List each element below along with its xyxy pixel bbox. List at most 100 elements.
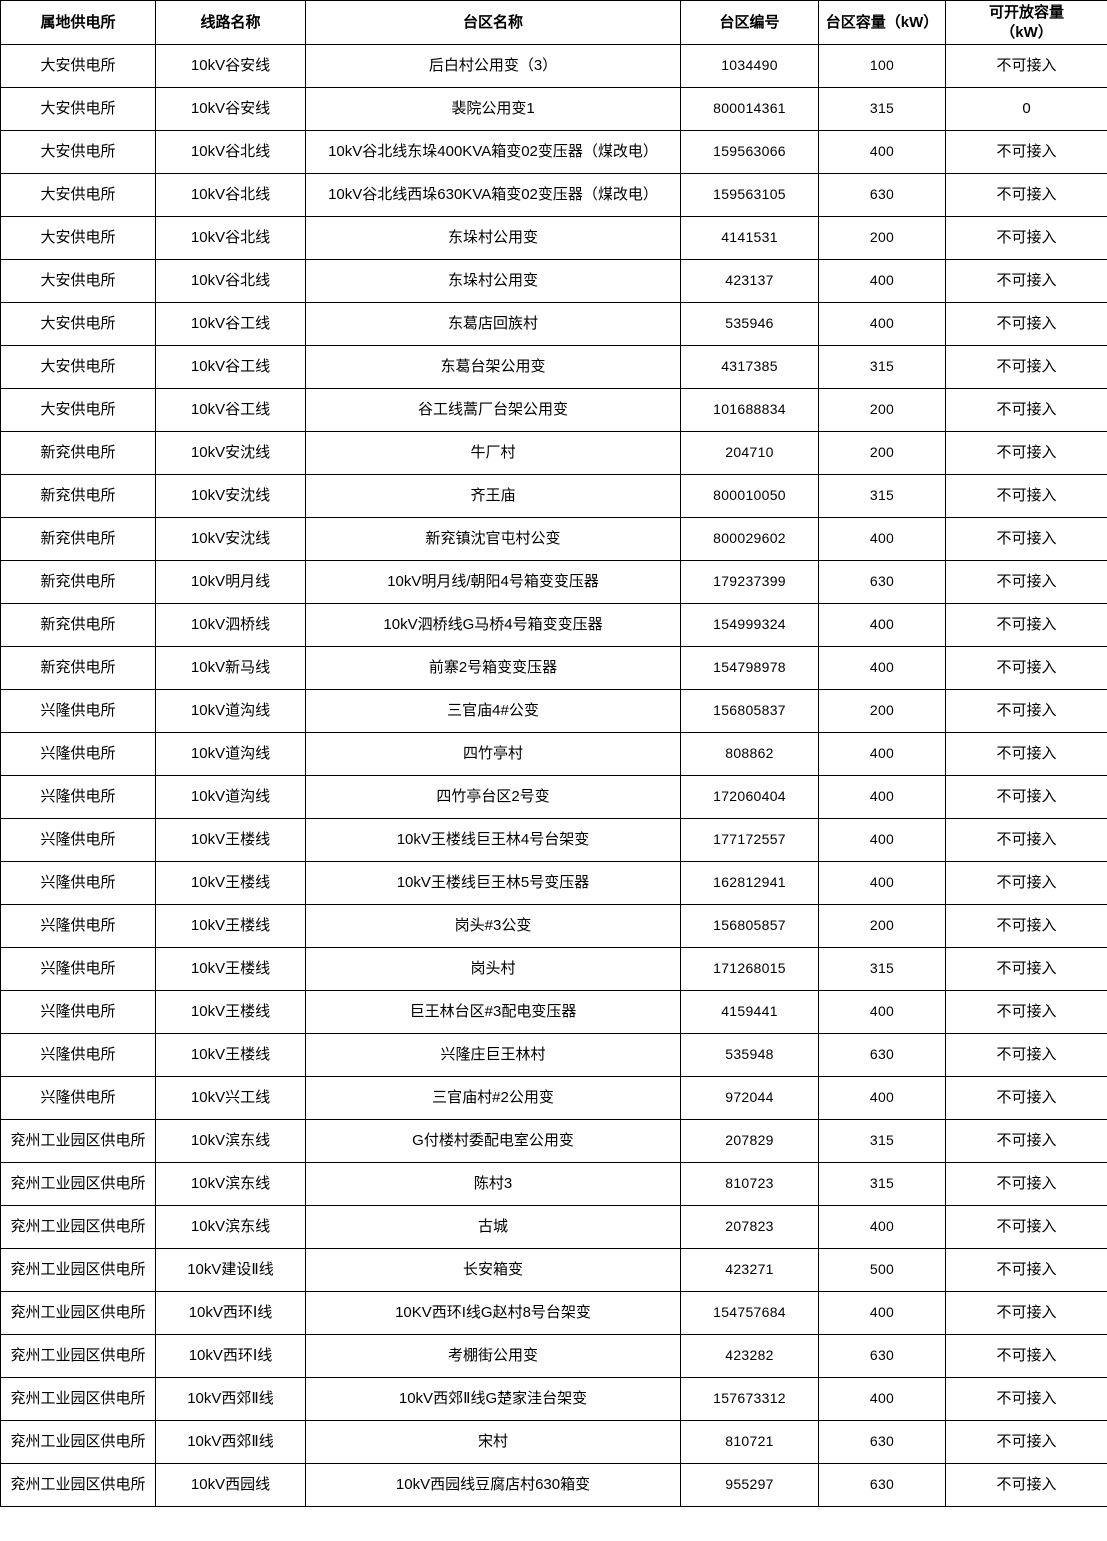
cell-area_id: 156805837 bbox=[680, 689, 819, 733]
cell-area_id: 4317385 bbox=[680, 345, 819, 389]
cell-capacity_kw: 500 bbox=[818, 1248, 946, 1292]
cell-station: 新兖供电所 bbox=[0, 560, 156, 604]
cell-capacity_kw: 200 bbox=[818, 904, 946, 948]
cell-area_name: 10KV西环I线G赵村8号台架变 bbox=[305, 1291, 681, 1335]
cell-capacity_kw: 400 bbox=[818, 990, 946, 1034]
cell-station: 兖州工业园区供电所 bbox=[0, 1334, 156, 1378]
cell-area_id: 159563066 bbox=[680, 130, 819, 174]
cell-area_id: 179237399 bbox=[680, 560, 819, 604]
cell-capacity_kw: 315 bbox=[818, 345, 946, 389]
table-header: 属地供电所 线路名称 台区名称 台区编号 台区容量（kW） 可开放容量 （kW） bbox=[0, 0, 1107, 45]
cell-line: 10kV泗桥线 bbox=[155, 603, 306, 647]
cell-area_name: 10kV西园线豆腐店村630箱变 bbox=[305, 1463, 681, 1507]
table-row: 兴隆供电所 10kV道沟线 四竹亭村 808862 400 不可接入 bbox=[0, 732, 1107, 776]
cell-area_id: 154757684 bbox=[680, 1291, 819, 1335]
table-row: 兖州工业园区供电所 10kV西环Ⅰ线 考棚街公用变 423282 630 不可接入 bbox=[0, 1334, 1107, 1378]
cell-area_id: 800010050 bbox=[680, 474, 819, 518]
cell-line: 10kV安沈线 bbox=[155, 474, 306, 518]
cell-station: 大安供电所 bbox=[0, 130, 156, 174]
cell-area_name: 10kV谷北线东垛400KVA箱变02变压器（煤改电） bbox=[305, 130, 681, 174]
cell-area_id: 423282 bbox=[680, 1334, 819, 1378]
cell-area_id: 4159441 bbox=[680, 990, 819, 1034]
cell-area_id: 204710 bbox=[680, 431, 819, 475]
cell-station: 兖州工业园区供电所 bbox=[0, 1205, 156, 1249]
cell-line: 10kV道沟线 bbox=[155, 775, 306, 819]
cell-open_capacity_kw: 不可接入 bbox=[945, 1334, 1107, 1378]
cell-open_capacity_kw: 不可接入 bbox=[945, 517, 1107, 561]
cell-station: 兴隆供电所 bbox=[0, 818, 156, 862]
cell-area_id: 157673312 bbox=[680, 1377, 819, 1421]
cell-open_capacity_kw: 不可接入 bbox=[945, 474, 1107, 518]
cell-line: 10kV道沟线 bbox=[155, 732, 306, 776]
cell-area_id: 535946 bbox=[680, 302, 819, 346]
header-station: 属地供电所 bbox=[0, 0, 156, 45]
cell-capacity_kw: 200 bbox=[818, 431, 946, 475]
cell-open_capacity_kw: 不可接入 bbox=[945, 130, 1107, 174]
cell-station: 大安供电所 bbox=[0, 87, 156, 131]
cell-area_id: 4141531 bbox=[680, 216, 819, 260]
cell-area_id: 810723 bbox=[680, 1162, 819, 1206]
cell-station: 大安供电所 bbox=[0, 302, 156, 346]
cell-station: 兴隆供电所 bbox=[0, 689, 156, 733]
table-row: 大安供电所 10kV谷北线 10kV谷北线西垛630KVA箱变02变压器（煤改电） 1… bbox=[0, 173, 1107, 217]
cell-open_capacity_kw: 不可接入 bbox=[945, 1420, 1107, 1464]
cell-area_name: 10kV明月线/朝阳4号箱变变压器 bbox=[305, 560, 681, 604]
cell-line: 10kV西郊Ⅱ线 bbox=[155, 1420, 306, 1464]
cell-capacity_kw: 315 bbox=[818, 1162, 946, 1206]
cell-area_id: 172060404 bbox=[680, 775, 819, 819]
cell-capacity_kw: 400 bbox=[818, 646, 946, 690]
cell-capacity_kw: 400 bbox=[818, 603, 946, 647]
table-body: 大安供电所 10kV谷安线 后白村公用变（3） 1034490 100 不可接入 大安供电所… bbox=[0, 44, 1107, 1507]
cell-capacity_kw: 400 bbox=[818, 259, 946, 303]
cell-capacity_kw: 400 bbox=[818, 302, 946, 346]
cell-area_name: 后白村公用变（3） bbox=[305, 44, 681, 88]
cell-station: 新兖供电所 bbox=[0, 517, 156, 561]
cell-line: 10kV滨东线 bbox=[155, 1162, 306, 1206]
cell-line: 10kV谷安线 bbox=[155, 87, 306, 131]
cell-area_id: 955297 bbox=[680, 1463, 819, 1507]
table-row: 大安供电所 10kV谷北线 10kV谷北线东垛400KVA箱变02变压器（煤改电） 1… bbox=[0, 130, 1107, 174]
cell-station: 兖州工业园区供电所 bbox=[0, 1248, 156, 1292]
cell-capacity_kw: 400 bbox=[818, 775, 946, 819]
header-row: 属地供电所 线路名称 台区名称 台区编号 台区容量（kW） 可开放容量 （kW） bbox=[0, 0, 1107, 45]
cell-area_name: 宋村 bbox=[305, 1420, 681, 1464]
cell-capacity_kw: 630 bbox=[818, 173, 946, 217]
cell-open_capacity_kw: 不可接入 bbox=[945, 990, 1107, 1034]
header-capacity: 台区容量（kW） bbox=[818, 0, 946, 45]
cell-line: 10kV明月线 bbox=[155, 560, 306, 604]
cell-open_capacity_kw: 不可接入 bbox=[945, 44, 1107, 88]
cell-line: 10kV谷北线 bbox=[155, 259, 306, 303]
cell-area_name: 长安箱变 bbox=[305, 1248, 681, 1292]
table-row: 兖州工业园区供电所 10kV滨东线 古城 207823 400 不可接入 bbox=[0, 1205, 1107, 1249]
cell-open_capacity_kw: 不可接入 bbox=[945, 775, 1107, 819]
cell-area_id: 1034490 bbox=[680, 44, 819, 88]
table-row: 兖州工业园区供电所 10kV西郊Ⅱ线 10kV西郊Ⅱ线G楚家洼台架变 15767331… bbox=[0, 1377, 1107, 1421]
cell-capacity_kw: 400 bbox=[818, 1377, 946, 1421]
cell-line: 10kV王楼线 bbox=[155, 818, 306, 862]
cell-station: 大安供电所 bbox=[0, 259, 156, 303]
header-open-capacity: 可开放容量 （kW） bbox=[945, 0, 1107, 45]
cell-area_name: 10kV泗桥线G马桥4号箱变变压器 bbox=[305, 603, 681, 647]
table-row: 大安供电所 10kV谷工线 谷工线蒿厂台架公用变 101688834 200 不可接入 bbox=[0, 388, 1107, 432]
table-row: 新兖供电所 10kV新马线 前寨2号箱变变压器 154798978 400 不可接入 bbox=[0, 646, 1107, 690]
table-row: 兴隆供电所 10kV王楼线 岗头村 171268015 315 不可接入 bbox=[0, 947, 1107, 991]
cell-line: 10kV西环Ⅰ线 bbox=[155, 1291, 306, 1335]
table-row: 兴隆供电所 10kV王楼线 10kV王楼线巨王林4号台架变 177172557 400 不… bbox=[0, 818, 1107, 862]
cell-station: 大安供电所 bbox=[0, 173, 156, 217]
cell-station: 兴隆供电所 bbox=[0, 732, 156, 776]
cell-capacity_kw: 100 bbox=[818, 44, 946, 88]
table-row: 新兖供电所 10kV安沈线 新兖镇沈官屯村公变 800029602 400 不可接入 bbox=[0, 517, 1107, 561]
cell-open_capacity_kw: 不可接入 bbox=[945, 388, 1107, 432]
cell-open_capacity_kw: 不可接入 bbox=[945, 603, 1107, 647]
cell-open_capacity_kw: 不可接入 bbox=[945, 1205, 1107, 1249]
cell-capacity_kw: 400 bbox=[818, 130, 946, 174]
cell-open_capacity_kw: 不可接入 bbox=[945, 1033, 1107, 1077]
table-row: 大安供电所 10kV谷工线 东葛店回族村 535946 400 不可接入 bbox=[0, 302, 1107, 346]
cell-capacity_kw: 315 bbox=[818, 947, 946, 991]
cell-station: 兖州工业园区供电所 bbox=[0, 1377, 156, 1421]
cell-area_id: 800014361 bbox=[680, 87, 819, 131]
cell-area_name: 东葛店回族村 bbox=[305, 302, 681, 346]
table-row: 大安供电所 10kV谷安线 后白村公用变（3） 1034490 100 不可接入 bbox=[0, 44, 1107, 88]
cell-area_name: 兴隆庄巨王林村 bbox=[305, 1033, 681, 1077]
cell-line: 10kV谷北线 bbox=[155, 130, 306, 174]
